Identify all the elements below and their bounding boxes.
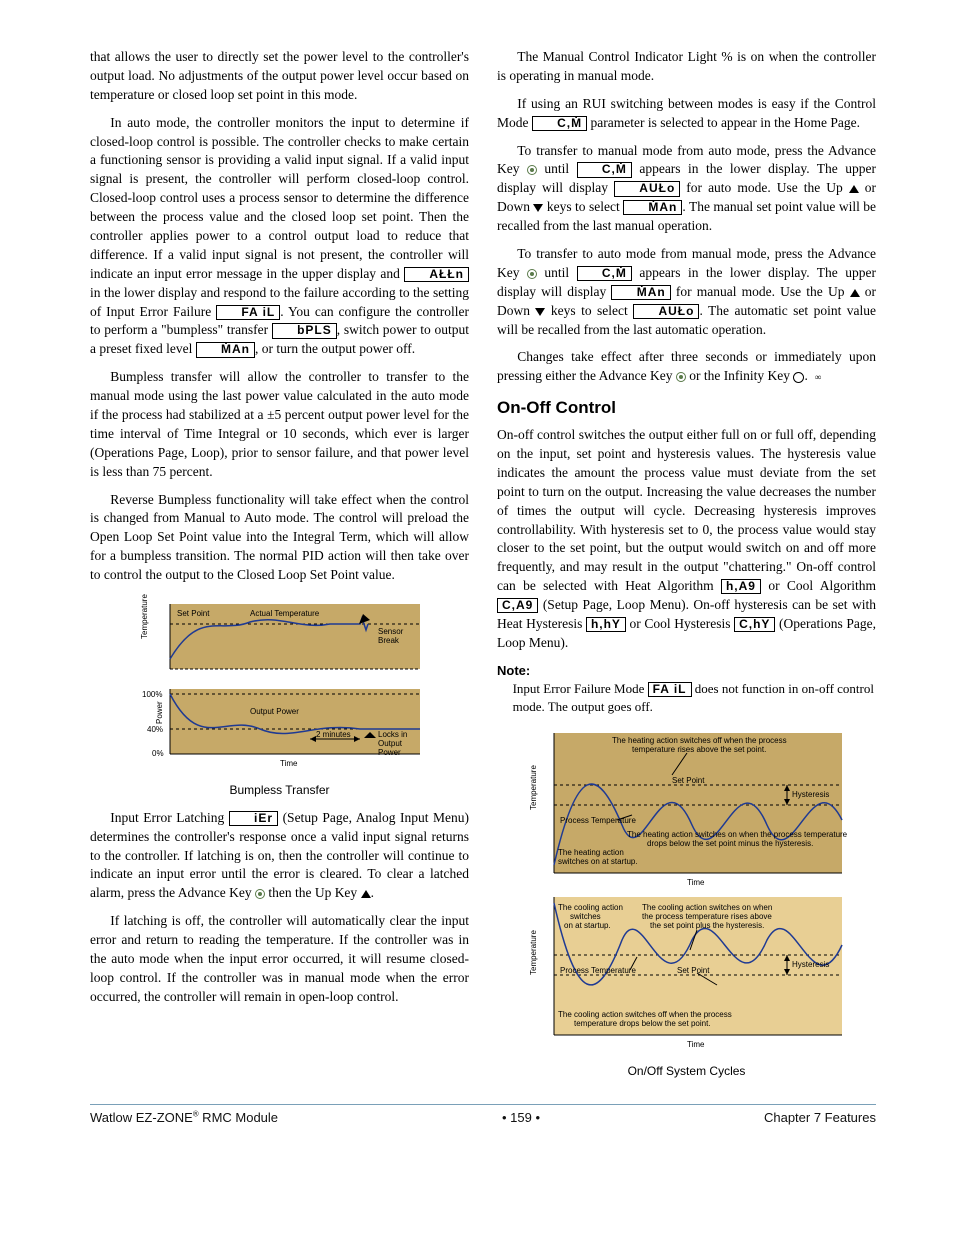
bumpless-chart: Set Point Actual Temperature SensorBreak… (130, 594, 430, 774)
para: If using an RUI switching between modes … (497, 95, 876, 133)
para: To transfer to manual mode from auto mod… (497, 142, 876, 236)
text: or Cool Hysteresis (626, 616, 734, 631)
segment-man3: ṀAn (611, 285, 670, 300)
note-body: Input Error Failure Mode FA iL does not … (497, 680, 876, 716)
advance-key-icon (527, 165, 537, 175)
text: In auto mode, the controller monitors th… (90, 115, 469, 281)
text: , or turn the output power off. (255, 341, 415, 356)
para: that allows the user to directly set the… (90, 48, 469, 105)
text: keys to select (545, 303, 633, 318)
segment-bpls: bPLS (272, 323, 337, 338)
segment-fail2: FA iL (648, 682, 692, 697)
segment-ier: iEr (229, 811, 278, 826)
segment-man2: ṀAn (623, 200, 682, 215)
text: . (804, 368, 807, 383)
segment-attn: AŁŁn (404, 267, 469, 282)
onoff-chart: The heating action switches off when the… (522, 725, 852, 1055)
segment-cm2: C,Ṁ (577, 162, 632, 177)
label-hyst2: Hysteresis (792, 960, 829, 969)
figure-bumpless: Set Point Actual Temperature SensorBreak… (90, 594, 469, 799)
axis-temp: Temperature (140, 594, 149, 639)
label-setpoint: Set Point (177, 609, 210, 618)
label-40: 40% (147, 725, 163, 734)
label-output-power: Output Power (250, 707, 299, 716)
para: Reverse Bumpless functionality will take… (90, 491, 469, 585)
segment-chy: C,hY (734, 617, 775, 632)
text: parameter is selected to appear in the H… (587, 115, 860, 130)
text: for manual mode. Use the Up (671, 284, 850, 299)
figure-onoff: The heating action switches off when the… (497, 725, 876, 1080)
axis-power: Power (155, 701, 164, 724)
segment-hag: h,A9 (721, 579, 761, 594)
label-0: 0% (152, 749, 164, 758)
label-cool-on: The cooling action switches on whenthe p… (642, 903, 772, 930)
para: If latching is off, the controller will … (90, 912, 469, 1006)
segment-auto2: AUŁo (633, 304, 699, 319)
axis-time-top: Time (687, 878, 705, 887)
segment-cm: C,Ṁ (532, 116, 587, 131)
footer-module: RMC Module (199, 1110, 278, 1125)
text: Input Error Failure Mode (513, 681, 648, 696)
advance-key-icon (255, 889, 265, 899)
axis-temp-top: Temperature (529, 765, 538, 810)
segment-man: ṀAn (196, 342, 255, 357)
right-column: The Manual Control Indicator Light % is … (497, 48, 876, 1090)
text: or Cool Algorithm (761, 578, 876, 593)
text: or the Infinity Key (686, 368, 794, 383)
footer-left: Watlow EZ-ZONE® RMC Module (90, 1109, 278, 1127)
axis-temp-bot: Temperature (529, 930, 538, 975)
infinity-key-icon: ∞ (793, 372, 804, 383)
text: keys to select (543, 199, 623, 214)
text: until (537, 161, 577, 176)
advance-key-icon (676, 372, 686, 382)
segment-auto: AUŁo (614, 181, 680, 196)
segment-cm3: C,Ṁ (577, 266, 632, 281)
label-two-min: 2 minutes (316, 730, 351, 739)
label-setpoint2: Set Point (677, 966, 710, 975)
label-hyst: Hysteresis (792, 790, 829, 799)
para: Bumpless transfer will allow the control… (90, 368, 469, 481)
page-footer: Watlow EZ-ZONE® RMC Module • 159 • Chapt… (90, 1104, 876, 1127)
footer-page: • 159 • (502, 1109, 540, 1127)
label-actual: Actual Temperature (250, 609, 320, 618)
para: The Manual Control Indicator Light % is … (497, 48, 876, 86)
footer-right: Chapter 7 Features (764, 1109, 876, 1127)
para: In auto mode, the controller monitors th… (90, 114, 469, 360)
segment-fail: FA iL (216, 305, 280, 320)
para: On-off control switches the output eithe… (497, 426, 876, 653)
label-100: 100% (142, 690, 162, 699)
down-key-icon (533, 204, 543, 212)
note-label: Note: (497, 662, 876, 680)
text: Input Error Latching (110, 810, 229, 825)
axis-time: Time (280, 759, 298, 768)
advance-key-icon (527, 269, 537, 279)
heading-onoff: On-Off Control (497, 396, 876, 420)
label-cool-off: The cooling action switches off when the… (558, 1010, 732, 1028)
up-key-icon (849, 185, 859, 193)
footer-product: Watlow EZ-ZONE (90, 1110, 193, 1125)
segment-cag: C,A9 (497, 598, 538, 613)
label-heat-off: The heating action switches off when the… (612, 736, 787, 754)
axis-time-bot: Time (687, 1040, 705, 1049)
text: On-off control switches the output eithe… (497, 427, 876, 593)
label-proc-temp2: Process Temperature (560, 966, 636, 975)
label-setpoint: Set Point (672, 776, 705, 785)
down-key-icon (535, 308, 545, 316)
para: Changes take effect after three seconds … (497, 348, 876, 386)
para: To transfer to auto mode from manual mod… (497, 245, 876, 339)
para: Input Error Latching iEr (Setup Page, An… (90, 809, 469, 903)
text: for auto mode. Use the Up (680, 180, 848, 195)
figcaption-onoff: On/Off System Cycles (497, 1063, 876, 1080)
text: . (371, 885, 374, 900)
segment-hhy: h,hY (586, 617, 626, 632)
up-key-icon (850, 289, 860, 297)
text: then the Up Key (265, 885, 361, 900)
figcaption-bumpless: Bumpless Transfer (90, 782, 469, 799)
left-column: that allows the user to directly set the… (90, 48, 469, 1090)
text: until (537, 265, 577, 280)
up-key-icon (361, 890, 371, 898)
